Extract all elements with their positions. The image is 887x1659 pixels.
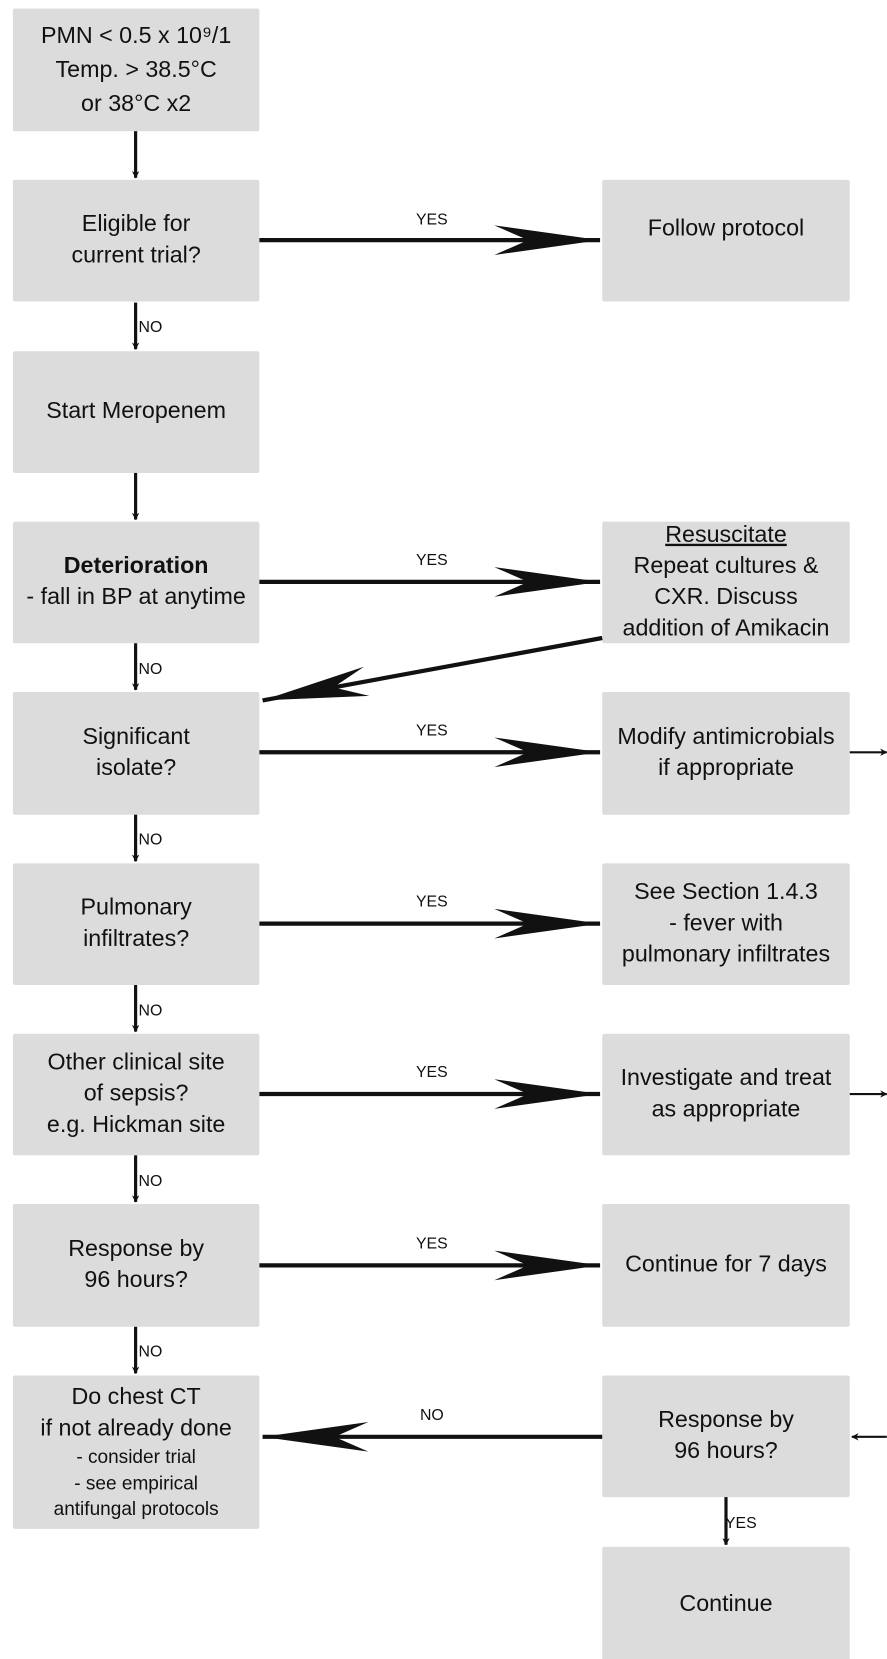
node-box: [12, 1375, 260, 1529]
edge-label: YES: [416, 211, 448, 228]
node-label: - fall in BP at anytime: [26, 583, 245, 609]
edge-label: YES: [416, 1235, 448, 1252]
node-label: CXR. Discuss: [654, 583, 798, 609]
node-box: [12, 1033, 260, 1156]
node-label: Temp. > 38.5°C: [56, 56, 217, 82]
arrowhead: [494, 737, 601, 768]
node-box: [602, 1033, 850, 1156]
node-label: if not already done: [40, 1415, 231, 1441]
node-label: isolate?: [96, 754, 176, 780]
node-label: infiltrates?: [83, 925, 189, 951]
arrowhead: [262, 666, 370, 701]
node-box: [602, 863, 850, 986]
node-label: Response by: [658, 1406, 794, 1432]
arrowhead: [494, 1250, 601, 1281]
node-label: Significant: [82, 723, 190, 749]
node-label: Modify antimicrobials: [617, 723, 834, 749]
node-box: [602, 521, 850, 644]
node-label: Repeat cultures &: [634, 552, 819, 578]
node-label: Investigate and treat: [621, 1064, 832, 1090]
edge-label: YES: [416, 894, 448, 911]
node-label: Response by: [68, 1235, 204, 1261]
node-label: Resuscitate: [665, 521, 787, 547]
node-label: - consider trial: [76, 1447, 196, 1468]
node-label: Continue for 7 days: [625, 1251, 827, 1277]
node-box: [602, 179, 850, 302]
node-label: PMN < 0.5 x 10⁹/1: [41, 22, 231, 48]
node-label: 96 hours?: [674, 1437, 778, 1463]
arrowhead: [494, 908, 601, 939]
edge-label: NO: [139, 1343, 163, 1360]
node-label: current trial?: [71, 241, 200, 267]
node-label: - see empirical: [74, 1473, 198, 1494]
edge-label: YES: [416, 552, 448, 569]
node-label: See Section 1.4.3: [634, 878, 818, 904]
edge-label: NO: [139, 319, 163, 336]
arrowhead: [494, 567, 601, 597]
node-box: [602, 1546, 850, 1659]
node-box: [602, 1375, 850, 1498]
node-label: Start Meropenem: [46, 397, 226, 423]
node-label: antifungal protocols: [54, 1499, 219, 1520]
node-label: Follow protocol: [648, 215, 804, 241]
node-box: [12, 351, 260, 473]
node-box: [602, 691, 850, 815]
edge-label: NO: [139, 661, 163, 678]
arrowhead: [494, 225, 601, 255]
node-label: - fever with: [669, 909, 783, 935]
node-box: [12, 1204, 260, 1327]
node-label: Do chest CT: [71, 1383, 200, 1409]
edge-label: YES: [416, 1064, 448, 1081]
node-box: [12, 521, 260, 644]
node-box: [12, 179, 260, 302]
node-label: if appropriate: [658, 754, 794, 780]
node-label: e.g. Hickman site: [47, 1111, 225, 1137]
edge-label: NO: [139, 831, 163, 848]
node-box: [12, 8, 260, 132]
node-label: Deterioration: [64, 552, 209, 578]
edge-label: YES: [416, 722, 448, 739]
node-label: Eligible for: [82, 210, 191, 236]
node-box: [12, 691, 260, 815]
node-label: as appropriate: [652, 1095, 801, 1121]
node-box: [602, 1204, 850, 1327]
edge-label: NO: [139, 1173, 163, 1190]
edge-label: NO: [420, 1407, 444, 1424]
node-label: or 38°C x2: [81, 90, 191, 116]
node-box: [12, 863, 260, 986]
node-label: Other clinical site: [48, 1048, 225, 1074]
node-label: pulmonary infiltrates: [622, 941, 830, 967]
node-label: Continue: [679, 1590, 772, 1616]
node-label: Pulmonary: [81, 894, 193, 920]
arrowhead: [494, 1079, 601, 1109]
arrowhead: [262, 1422, 369, 1452]
edge-label: NO: [139, 1003, 163, 1020]
edge-label: YES: [725, 1515, 757, 1532]
node-label: of sepsis?: [84, 1080, 189, 1106]
node-label: addition of Amikacin: [623, 614, 830, 640]
node-label: 96 hours?: [84, 1266, 188, 1292]
